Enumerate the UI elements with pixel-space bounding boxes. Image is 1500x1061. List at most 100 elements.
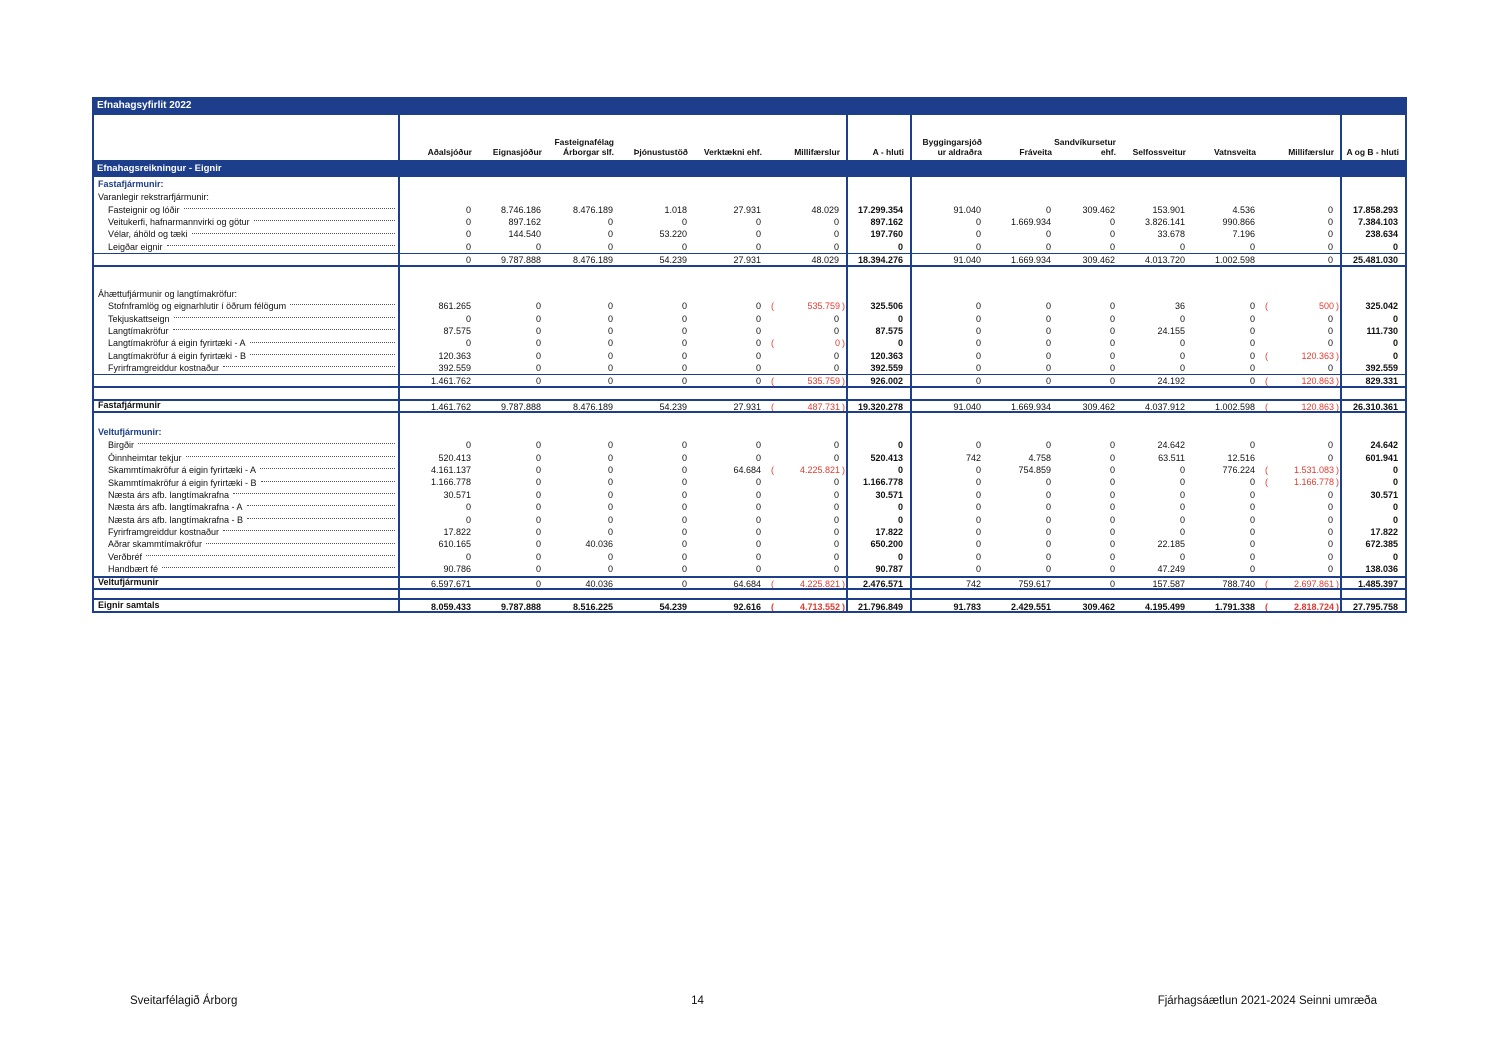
cell: 0 xyxy=(1045,502,1051,513)
table-row: Leigðar eignir 0 0 0 0 0 0 0 0 0 0 0 0 0 0 xyxy=(92,240,1407,254)
cell: 0 xyxy=(975,241,981,252)
cell xyxy=(1122,288,1192,301)
cell: 7.196 xyxy=(1232,229,1255,240)
cell: 0 xyxy=(1249,338,1255,349)
negative-value: 4.225.821 xyxy=(799,578,840,588)
cell: 0 xyxy=(1045,338,1051,349)
cell: 0 xyxy=(1327,539,1333,550)
row-label-cell: Fyrirframgreiddur kostnaður xyxy=(92,362,400,375)
cell: 33.678 xyxy=(1157,229,1185,240)
cell: 1.018 xyxy=(664,204,687,215)
cell: 6.597.671 xyxy=(430,578,471,588)
table-row: Fasteignir og lóðir 0 8.746.186 8.476.189 1.… xyxy=(92,203,1407,216)
cell: 0 xyxy=(1045,514,1051,525)
cell xyxy=(988,388,1058,399)
cell: 0 xyxy=(1327,564,1333,575)
row-label-cell: Skammtímakröfur á eigin fyrirtæki - B xyxy=(92,476,400,489)
cell xyxy=(1192,177,1262,191)
cell xyxy=(846,266,912,288)
footer-page-number: 14 xyxy=(691,995,704,1007)
dotted-leader xyxy=(249,341,395,343)
cell: 40.036 xyxy=(585,539,613,550)
cell xyxy=(1262,413,1340,425)
negative-value: 1.531.083 xyxy=(1293,465,1334,476)
cell: 238.634 xyxy=(1340,228,1407,241)
cell xyxy=(620,590,694,598)
cell: 4.013.720 xyxy=(1144,255,1185,265)
cell: 0 xyxy=(607,452,613,463)
cell: 0 xyxy=(1045,301,1051,312)
paren-open: ( xyxy=(1265,376,1268,386)
negative-value: 487.731 xyxy=(807,401,840,412)
cell: 0 xyxy=(975,440,981,451)
cell xyxy=(400,177,478,191)
cell xyxy=(620,267,694,288)
cell: 0 xyxy=(1249,363,1255,374)
cell: 788.740 xyxy=(1222,578,1255,588)
cell: 0 xyxy=(1327,338,1333,349)
cell: 0 xyxy=(465,502,471,513)
cell: 0 xyxy=(1179,514,1185,525)
cell: 0 xyxy=(975,514,981,525)
cell: 0 xyxy=(1045,539,1051,550)
paren-open: ( xyxy=(1265,465,1268,476)
cell: 0 xyxy=(1109,338,1115,349)
cell xyxy=(400,425,478,439)
table-row: Veitukerfi, hafnarmannvirki og götur 0 897… xyxy=(92,215,1407,229)
column-header: A og B - hluti xyxy=(1340,115,1407,160)
row-label-cell: Verðbréf xyxy=(92,550,400,564)
negative-value: 120.863 xyxy=(1301,401,1334,412)
cell xyxy=(478,288,548,301)
cell: (0) xyxy=(768,337,846,349)
cell: 17.299.354 xyxy=(846,203,912,216)
table-row xyxy=(92,387,1407,399)
cell: 0 xyxy=(1179,551,1185,562)
table-row: Fastafjármunir 1.461.762 9.787.888 8.476.18… xyxy=(92,398,1407,414)
cell: 0 xyxy=(755,514,761,525)
table-title-bar: Efnahagsyfirlit 2022 xyxy=(92,97,1407,115)
cell: 0 xyxy=(1249,440,1255,451)
cell: 120.363 xyxy=(846,349,912,363)
dotted-leader xyxy=(223,366,395,368)
cell xyxy=(1058,288,1122,301)
cell xyxy=(1058,177,1122,191)
cell xyxy=(694,267,768,288)
cell: 0 xyxy=(755,551,761,562)
cell: 0 xyxy=(1179,363,1185,374)
cell: 17.822 xyxy=(1340,526,1407,539)
cell: 0 xyxy=(755,376,761,386)
cell: 0 xyxy=(1249,301,1255,312)
paren-close: ) xyxy=(842,578,845,588)
cell xyxy=(548,267,620,288)
table-row: Skammtímakröfur á eigin fyrirtæki - B 1.1… xyxy=(92,476,1407,489)
cell: (120.363) xyxy=(1262,350,1340,362)
row-label: Óinnheimtar tekjur xyxy=(108,452,182,463)
row-label-cell: Handbært fé xyxy=(92,563,400,576)
cell xyxy=(1262,590,1340,598)
cell: 0 xyxy=(607,363,613,374)
cell: 144.540 xyxy=(508,229,541,240)
cell: 0 xyxy=(1109,452,1115,463)
cell xyxy=(1340,191,1407,204)
cell xyxy=(988,425,1058,439)
cell: 0 xyxy=(1249,489,1255,500)
cell: 0 xyxy=(1327,452,1333,463)
table-row: Áhættufjármunir og langtímakröfur: xyxy=(92,287,1407,301)
row-label: Langtímakröfur á eigin fyrirtæki - A xyxy=(108,338,246,349)
cell: 27.931 xyxy=(733,401,761,412)
table-row: Varanlegir rekstrarfjármunir: xyxy=(92,191,1407,204)
cell xyxy=(1340,425,1407,440)
table-row: Eignir samtals 8.059.433 9.787.888 8.516.22… xyxy=(92,597,1407,613)
dotted-leader xyxy=(138,443,395,445)
row-label: Áhættufjármunir og langtímakröfur: xyxy=(98,288,238,299)
cell: 0 xyxy=(1327,325,1333,336)
table-row: Stofnframlög og eignarhlutir í öðrum fél… xyxy=(92,300,1407,313)
cell: 520.413 xyxy=(846,451,912,465)
cell: 0 xyxy=(755,477,761,488)
table-row: Fastafjármunir: xyxy=(92,177,1407,191)
cell: 0 xyxy=(1327,514,1333,525)
cell: 0 xyxy=(833,363,839,374)
cell: 54.239 xyxy=(659,255,687,265)
paren-close: ) xyxy=(1336,376,1339,386)
cell xyxy=(912,425,988,439)
